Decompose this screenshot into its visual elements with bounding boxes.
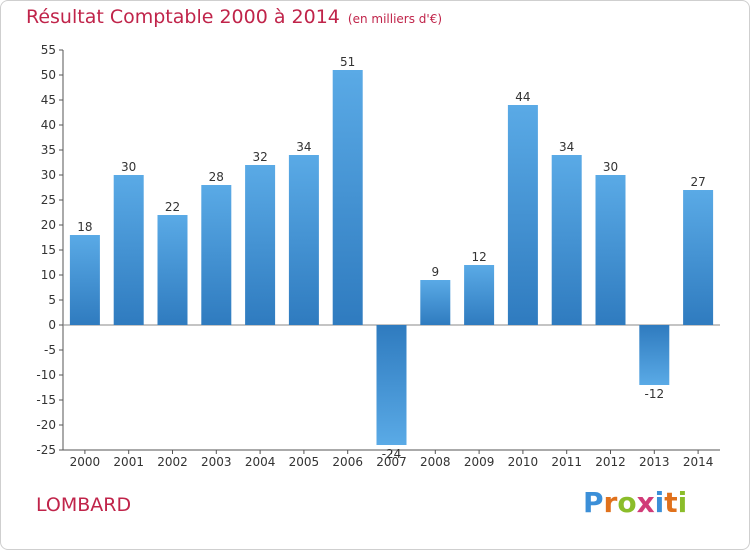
data-label-2010: 44 — [515, 90, 530, 104]
bar-2001 — [113, 175, 144, 325]
logo-letter: x — [636, 486, 655, 519]
data-label-2004: 32 — [252, 150, 267, 164]
data-label-2007: -24 — [382, 447, 402, 461]
bar-2007 — [376, 325, 407, 445]
y-tick-label: 20 — [41, 218, 56, 232]
x-tick-label: 2002 — [157, 455, 188, 469]
x-tick-label: 2001 — [113, 455, 144, 469]
logo-letter: i — [654, 486, 665, 519]
x-tick-label: 2004 — [245, 455, 276, 469]
data-label-2000: 18 — [77, 220, 92, 234]
title-unit: (en milliers d'€) — [347, 12, 443, 26]
data-label-2008: 9 — [431, 265, 439, 279]
x-tick-label: 2000 — [70, 455, 101, 469]
logo-letter: o — [617, 486, 637, 519]
x-tick-label: 2011 — [551, 455, 582, 469]
bar-2008 — [420, 280, 451, 325]
y-tick-label: 50 — [41, 68, 56, 82]
y-tick-label: 55 — [41, 43, 56, 57]
y-tick-label: -15 — [36, 393, 56, 407]
x-tick-label: 2008 — [420, 455, 451, 469]
data-label-2012: 30 — [603, 160, 618, 174]
logo-letter: i — [677, 486, 688, 519]
x-tick-label: 2014 — [683, 455, 714, 469]
logo-letter: r — [603, 486, 618, 519]
y-tick-label: 35 — [41, 143, 56, 157]
x-tick-label: 2006 — [332, 455, 363, 469]
chart-title: Résultat Comptable 2000 à 2014 (en millie… — [26, 6, 442, 28]
y-tick-label: 30 — [41, 168, 56, 182]
logo-letter: P — [583, 486, 604, 519]
y-tick-label: 25 — [41, 193, 56, 207]
bar-2010 — [507, 105, 538, 325]
y-tick-label: -10 — [36, 368, 56, 382]
bar-2013 — [639, 325, 670, 385]
data-label-2001: 30 — [121, 160, 136, 174]
bar-2009 — [464, 265, 495, 325]
data-label-2006: 51 — [340, 55, 355, 69]
bar-2000 — [69, 235, 100, 325]
y-tick-label: 10 — [41, 268, 56, 282]
title-text: Résultat Comptable 2000 à 2014 — [26, 6, 340, 28]
y-tick-label: -5 — [44, 343, 56, 357]
y-tick-label: 45 — [41, 93, 56, 107]
data-label-2011: 34 — [559, 140, 574, 154]
x-tick-label: 2007 — [376, 455, 407, 469]
data-label-2003: 28 — [209, 170, 224, 184]
y-tick-label: 40 — [41, 118, 56, 132]
x-tick-label: 2005 — [289, 455, 320, 469]
y-tick-label: 15 — [41, 243, 56, 257]
bar-2011 — [551, 155, 582, 325]
logo-letter: t — [664, 486, 678, 519]
data-label-2013: -12 — [644, 387, 664, 401]
data-label-2009: 12 — [471, 250, 486, 264]
x-tick-label: 2003 — [201, 455, 232, 469]
y-tick-label: 0 — [48, 318, 56, 332]
bar-2014 — [683, 190, 714, 325]
x-tick-label: 2013 — [639, 455, 670, 469]
x-tick-label: 2010 — [508, 455, 539, 469]
x-tick-label: 2009 — [464, 455, 495, 469]
bar-2005 — [288, 155, 319, 325]
bar-2004 — [245, 165, 276, 325]
bar-2006 — [332, 70, 363, 325]
bar-2002 — [157, 215, 188, 325]
bar-2003 — [201, 185, 232, 325]
bar-2012 — [595, 175, 626, 325]
data-label-2002: 22 — [165, 200, 180, 214]
data-label-2005: 34 — [296, 140, 311, 154]
proxiti-logo: Proxiti — [583, 486, 687, 519]
y-tick-label: -20 — [36, 418, 56, 432]
city-name: LOMBARD — [36, 494, 132, 516]
y-tick-label: -25 — [36, 443, 56, 457]
y-tick-label: 5 — [48, 293, 56, 307]
data-label-2014: 27 — [690, 175, 705, 189]
x-tick-label: 2012 — [595, 455, 626, 469]
